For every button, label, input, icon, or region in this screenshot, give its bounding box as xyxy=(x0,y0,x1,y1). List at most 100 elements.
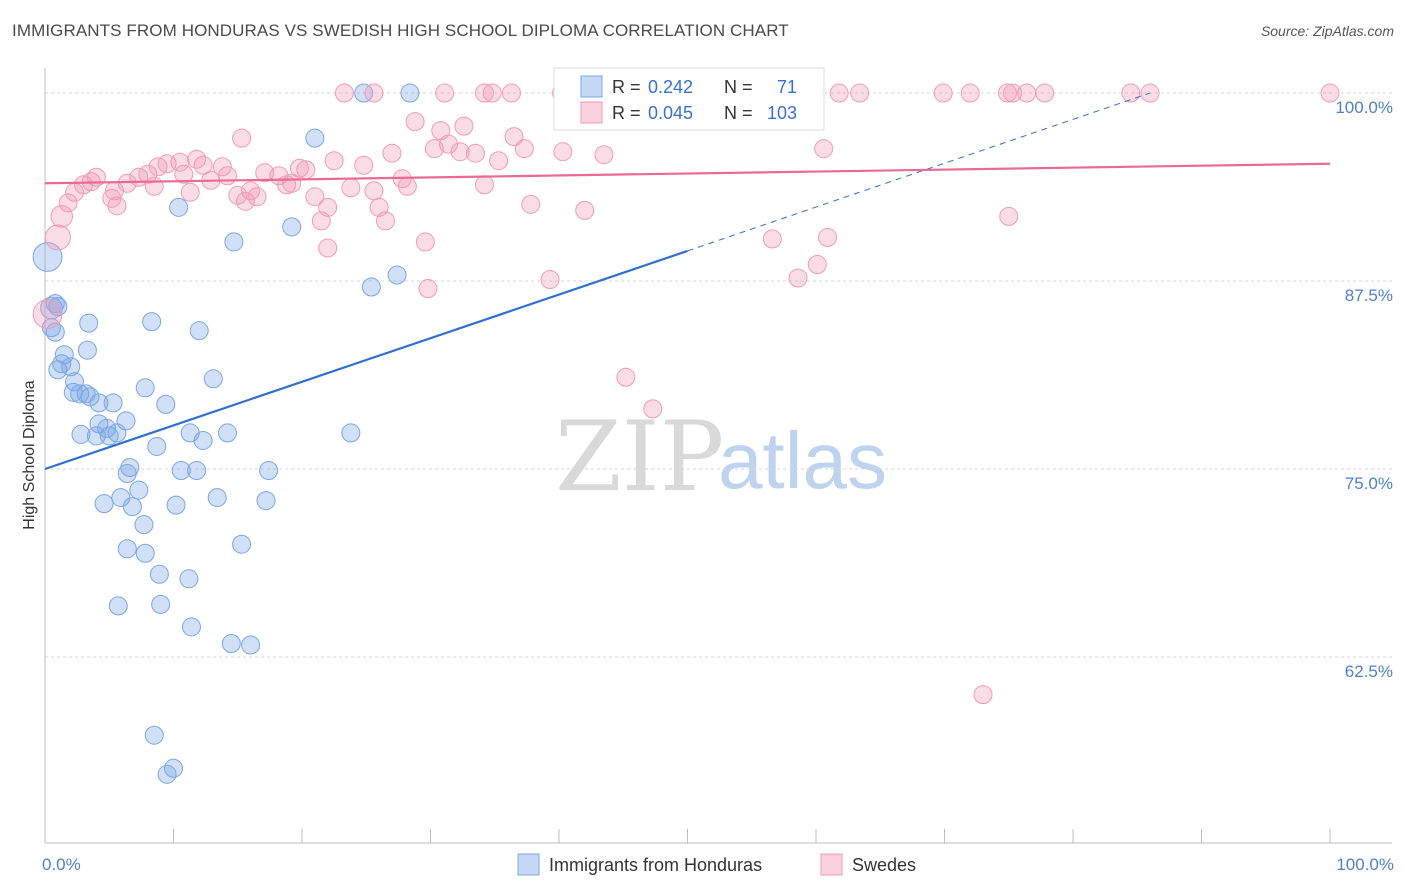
honduras-point-42 xyxy=(166,495,186,515)
swedes-point-46 xyxy=(405,112,425,132)
swedes-point-47 xyxy=(415,232,435,252)
legend-r-label-pink: R = xyxy=(612,103,641,123)
honduras-point-40 xyxy=(94,494,114,514)
honduras-point-49 xyxy=(179,569,199,589)
swedes-point-88 xyxy=(616,367,636,387)
honduras-point-46 xyxy=(135,543,155,563)
honduras-point-29 xyxy=(217,423,237,443)
series-legend-swatch-swedes xyxy=(820,853,843,876)
honduras-trend-extension xyxy=(687,92,1151,252)
swedes-point-97 xyxy=(501,83,521,103)
series-swedes-points xyxy=(32,83,1340,705)
swedes-point-38 xyxy=(341,178,361,198)
honduras-point-18 xyxy=(135,378,155,398)
trend-lines xyxy=(44,92,1331,471)
honduras-point-14 xyxy=(77,340,97,360)
honduras-point-45 xyxy=(117,539,137,559)
swedes-point-36 xyxy=(324,151,344,171)
swedes-point-87 xyxy=(818,227,838,247)
honduras-point-48 xyxy=(149,564,169,584)
swedes-point-33 xyxy=(305,187,325,207)
honduras-point-36 xyxy=(259,461,279,481)
honduras-trend-line xyxy=(44,249,688,471)
swedes-point-55 xyxy=(474,175,494,195)
swedes-point-35 xyxy=(318,197,338,217)
swedes-point-96 xyxy=(482,83,502,103)
legend-swatch-pink xyxy=(580,101,603,124)
swedes-point-27 xyxy=(255,163,275,183)
swedes-point-102 xyxy=(187,149,207,169)
legend-r-label-blue: R = xyxy=(612,77,641,97)
swedes-point-39 xyxy=(354,155,374,175)
honduras-point-59 xyxy=(224,232,244,252)
honduras-point-57 xyxy=(157,764,177,784)
honduras-point-53 xyxy=(221,633,241,653)
swedes-point-79 xyxy=(1017,83,1037,103)
y-tick-labels: 100.0% 87.5% 75.0% 62.5% xyxy=(1335,98,1393,681)
honduras-point-22 xyxy=(97,418,117,438)
gridlines xyxy=(45,92,1392,658)
honduras-point-47 xyxy=(232,534,252,554)
honduras-point-34 xyxy=(171,461,191,481)
honduras-point-63 xyxy=(354,83,374,103)
honduras-point-13 xyxy=(89,393,109,413)
honduras-point-44 xyxy=(134,515,154,535)
honduras-point-12 xyxy=(103,393,123,413)
honduras-point-54 xyxy=(241,635,261,655)
swedes-point-101 xyxy=(144,176,164,196)
x-tick-label-100: 100.0% xyxy=(1336,855,1394,874)
swedes-point-83 xyxy=(999,206,1019,226)
swedes-point-95 xyxy=(474,83,494,103)
honduras-point-64 xyxy=(400,83,420,103)
honduras-point-30 xyxy=(147,436,167,456)
swedes-point-53 xyxy=(454,116,474,136)
honduras-point-51 xyxy=(151,594,171,614)
swedes-point-32 xyxy=(296,160,316,180)
swedes-point-90 xyxy=(973,685,993,705)
swedes-point-85 xyxy=(788,268,808,288)
swedes-point-72 xyxy=(814,139,834,159)
swedes-point-18 xyxy=(180,182,200,202)
swedes-point-54 xyxy=(465,143,485,163)
swedes-point-62 xyxy=(575,200,595,220)
honduras-point-61 xyxy=(361,277,381,297)
honduras-point-5 xyxy=(61,357,81,377)
swedes-point-78 xyxy=(1003,83,1023,103)
swedes-point-94 xyxy=(435,83,455,103)
honduras-point-67 xyxy=(48,297,68,317)
honduras-point-70 xyxy=(305,128,325,148)
swedes-point-2 xyxy=(50,205,74,228)
axes xyxy=(44,68,1392,844)
swedes-point-59 xyxy=(521,194,541,214)
honduras-point-41 xyxy=(122,497,142,517)
swedes-point-26 xyxy=(247,187,267,207)
honduras-point-37 xyxy=(129,480,149,500)
legend-r-value-pink: 0.045 xyxy=(648,103,693,123)
honduras-point-16 xyxy=(142,312,162,332)
honduras-point-17 xyxy=(189,321,209,341)
swedes-point-58 xyxy=(514,139,534,159)
swedes-trend-line xyxy=(44,162,1331,185)
swedes-point-21 xyxy=(212,157,232,177)
swedes-point-16 xyxy=(170,152,190,172)
legend-n-label-blue: N = xyxy=(724,77,753,97)
chart-title: IMMIGRANTS FROM HONDURAS VS SWEDISH HIGH… xyxy=(12,21,789,40)
series-legend: Immigrants from Honduras Swedes xyxy=(517,853,916,876)
swedes-point-24 xyxy=(235,191,255,211)
honduras-point-27 xyxy=(107,423,127,443)
swedes-point-52 xyxy=(450,142,470,162)
honduras-point-6 xyxy=(48,360,68,380)
honduras-point-19 xyxy=(203,369,223,389)
swedes-point-100 xyxy=(232,128,252,148)
swedes-point-61 xyxy=(553,142,573,162)
swedes-point-13 xyxy=(138,164,158,184)
swedes-point-0 xyxy=(32,299,63,330)
honduras-point-43 xyxy=(256,491,276,511)
series-legend-swatch-honduras xyxy=(517,853,540,876)
legend-n-label-pink: N = xyxy=(724,103,753,123)
swedes-point-93 xyxy=(364,83,384,103)
honduras-point-66 xyxy=(341,423,361,443)
honduras-point-15 xyxy=(79,313,99,333)
swedes-point-49 xyxy=(424,139,444,159)
